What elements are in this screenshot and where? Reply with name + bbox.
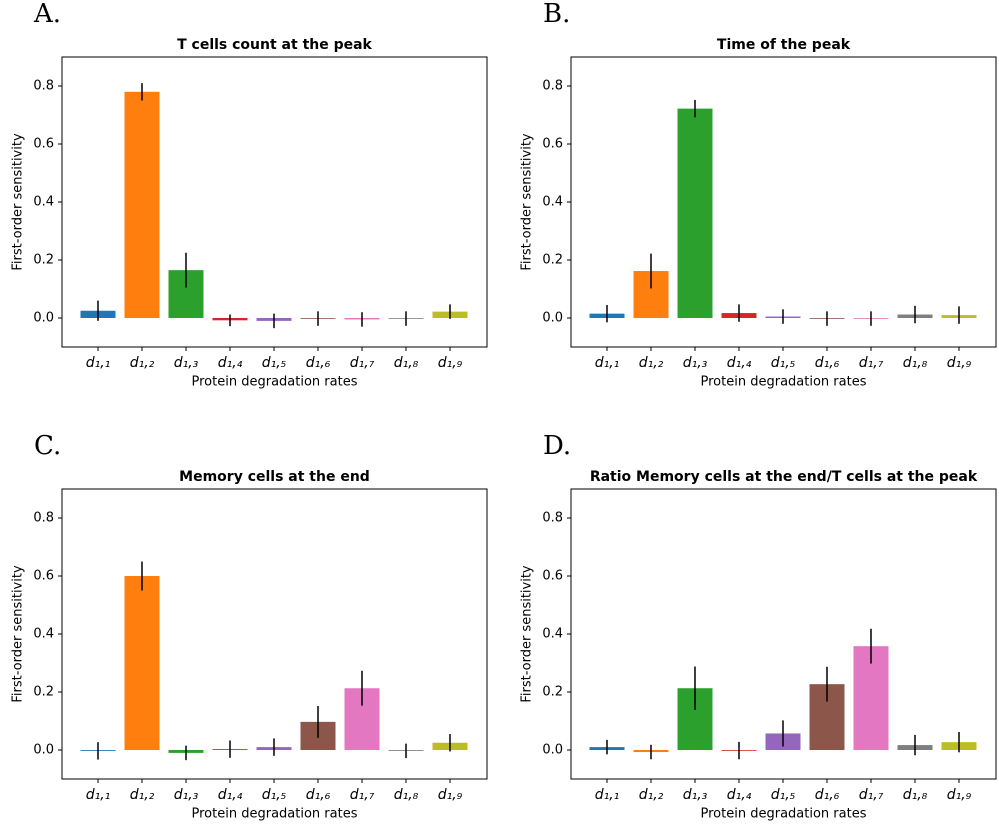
y-tick-label: 0.2 [33, 685, 54, 700]
y-tick-label: 0.2 [542, 253, 563, 268]
x-tick-label: d₁,₁ [595, 787, 620, 803]
y-tick-label: 0.0 [33, 311, 54, 326]
x-tick-label: d₁,₄ [727, 355, 752, 371]
axes-frame [570, 56, 997, 348]
x-tick-label: d₁,₅ [771, 787, 796, 803]
y-tick-label: 0.2 [33, 253, 54, 268]
y-tick-label: 0.0 [542, 311, 563, 326]
x-tick-label: d₁,₈ [903, 355, 928, 371]
x-axis-label: Protein degradation rates [192, 375, 358, 390]
y-tick-label: 0.4 [542, 627, 563, 642]
x-tick-label: d₁,₉ [947, 787, 972, 803]
y-tick-label: 0.6 [33, 137, 54, 152]
y-axis-label: First-order sensitivity [520, 565, 535, 703]
y-tick-label: 0.8 [33, 79, 54, 94]
y-tick-label: 0.8 [542, 79, 563, 94]
x-tick-label: d₁,₄ [218, 355, 243, 371]
x-tick-label: d₁,₇ [859, 787, 884, 803]
x-tick-label: d₁,₈ [394, 787, 419, 803]
x-tick-label: d₁,₂ [639, 787, 664, 803]
bar [124, 576, 160, 750]
x-tick-label: d₁,₁ [86, 787, 111, 803]
panel-label: D. [543, 431, 571, 461]
panel-label: B. [543, 0, 570, 29]
x-tick-label: d₁,₃ [683, 787, 708, 803]
x-tick-label: d₁,₇ [350, 787, 375, 803]
x-tick-label: d₁,₄ [218, 787, 243, 803]
chart-title: Ratio Memory cells at the end/T cells at… [590, 469, 978, 485]
x-tick-label: d₁,₄ [727, 787, 752, 803]
y-tick-label: 0.0 [33, 743, 54, 758]
y-tick-label: 0.8 [542, 511, 563, 526]
y-tick-label: 0.4 [33, 195, 54, 210]
x-tick-label: d₁,₆ [815, 355, 840, 371]
x-tick-label: d₁,₅ [771, 355, 796, 371]
x-tick-label: d₁,₈ [903, 787, 928, 803]
axes-frame [61, 56, 488, 348]
y-tick-label: 0.6 [542, 569, 563, 584]
x-axis-label: Protein degradation rates [192, 807, 358, 822]
bar [124, 91, 160, 318]
x-tick-label: d₁,₉ [438, 787, 463, 803]
axes-frame [570, 488, 997, 780]
x-tick-label: d₁,₆ [306, 355, 331, 371]
x-axis-label: Protein degradation rates [701, 807, 867, 822]
axes-frame [61, 488, 488, 780]
y-tick-label: 0.4 [542, 195, 563, 210]
x-tick-label: d₁,₁ [86, 355, 111, 371]
x-tick-label: d₁,₆ [815, 787, 840, 803]
x-tick-label: d₁,₇ [350, 355, 375, 371]
x-tick-label: d₁,₅ [262, 787, 287, 803]
bar [677, 108, 713, 319]
x-tick-label: d₁,₃ [174, 787, 199, 803]
x-tick-label: d₁,₃ [174, 355, 199, 371]
x-tick-label: d₁,₅ [262, 355, 287, 371]
y-axis-label: First-order sensitivity [11, 565, 26, 703]
x-tick-label: d₁,₉ [438, 355, 463, 371]
y-tick-label: 0.0 [542, 743, 563, 758]
y-tick-label: 0.2 [542, 685, 563, 700]
chart-title: T cells count at the peak [177, 37, 372, 53]
x-tick-label: d₁,₆ [306, 787, 331, 803]
y-axis-label: First-order sensitivity [11, 133, 26, 271]
y-tick-label: 0.6 [542, 137, 563, 152]
x-tick-label: d₁,₂ [130, 787, 155, 803]
x-tick-label: d₁,₃ [683, 355, 708, 371]
chart-title: Memory cells at the end [179, 469, 370, 485]
x-tick-label: d₁,₈ [394, 355, 419, 371]
y-tick-label: 0.4 [33, 627, 54, 642]
x-tick-label: d₁,₂ [130, 355, 155, 371]
y-tick-label: 0.8 [33, 511, 54, 526]
chart-title: Time of the peak [717, 37, 851, 53]
panel-label: A. [33, 0, 61, 29]
x-tick-label: d₁,₇ [859, 355, 884, 371]
x-tick-label: d₁,₁ [595, 355, 620, 371]
x-tick-label: d₁,₂ [639, 355, 664, 371]
y-axis-label: First-order sensitivity [520, 133, 535, 271]
panel-label: C. [34, 431, 61, 461]
x-axis-label: Protein degradation rates [701, 375, 867, 390]
x-tick-label: d₁,₉ [947, 355, 972, 371]
y-tick-label: 0.6 [33, 569, 54, 584]
